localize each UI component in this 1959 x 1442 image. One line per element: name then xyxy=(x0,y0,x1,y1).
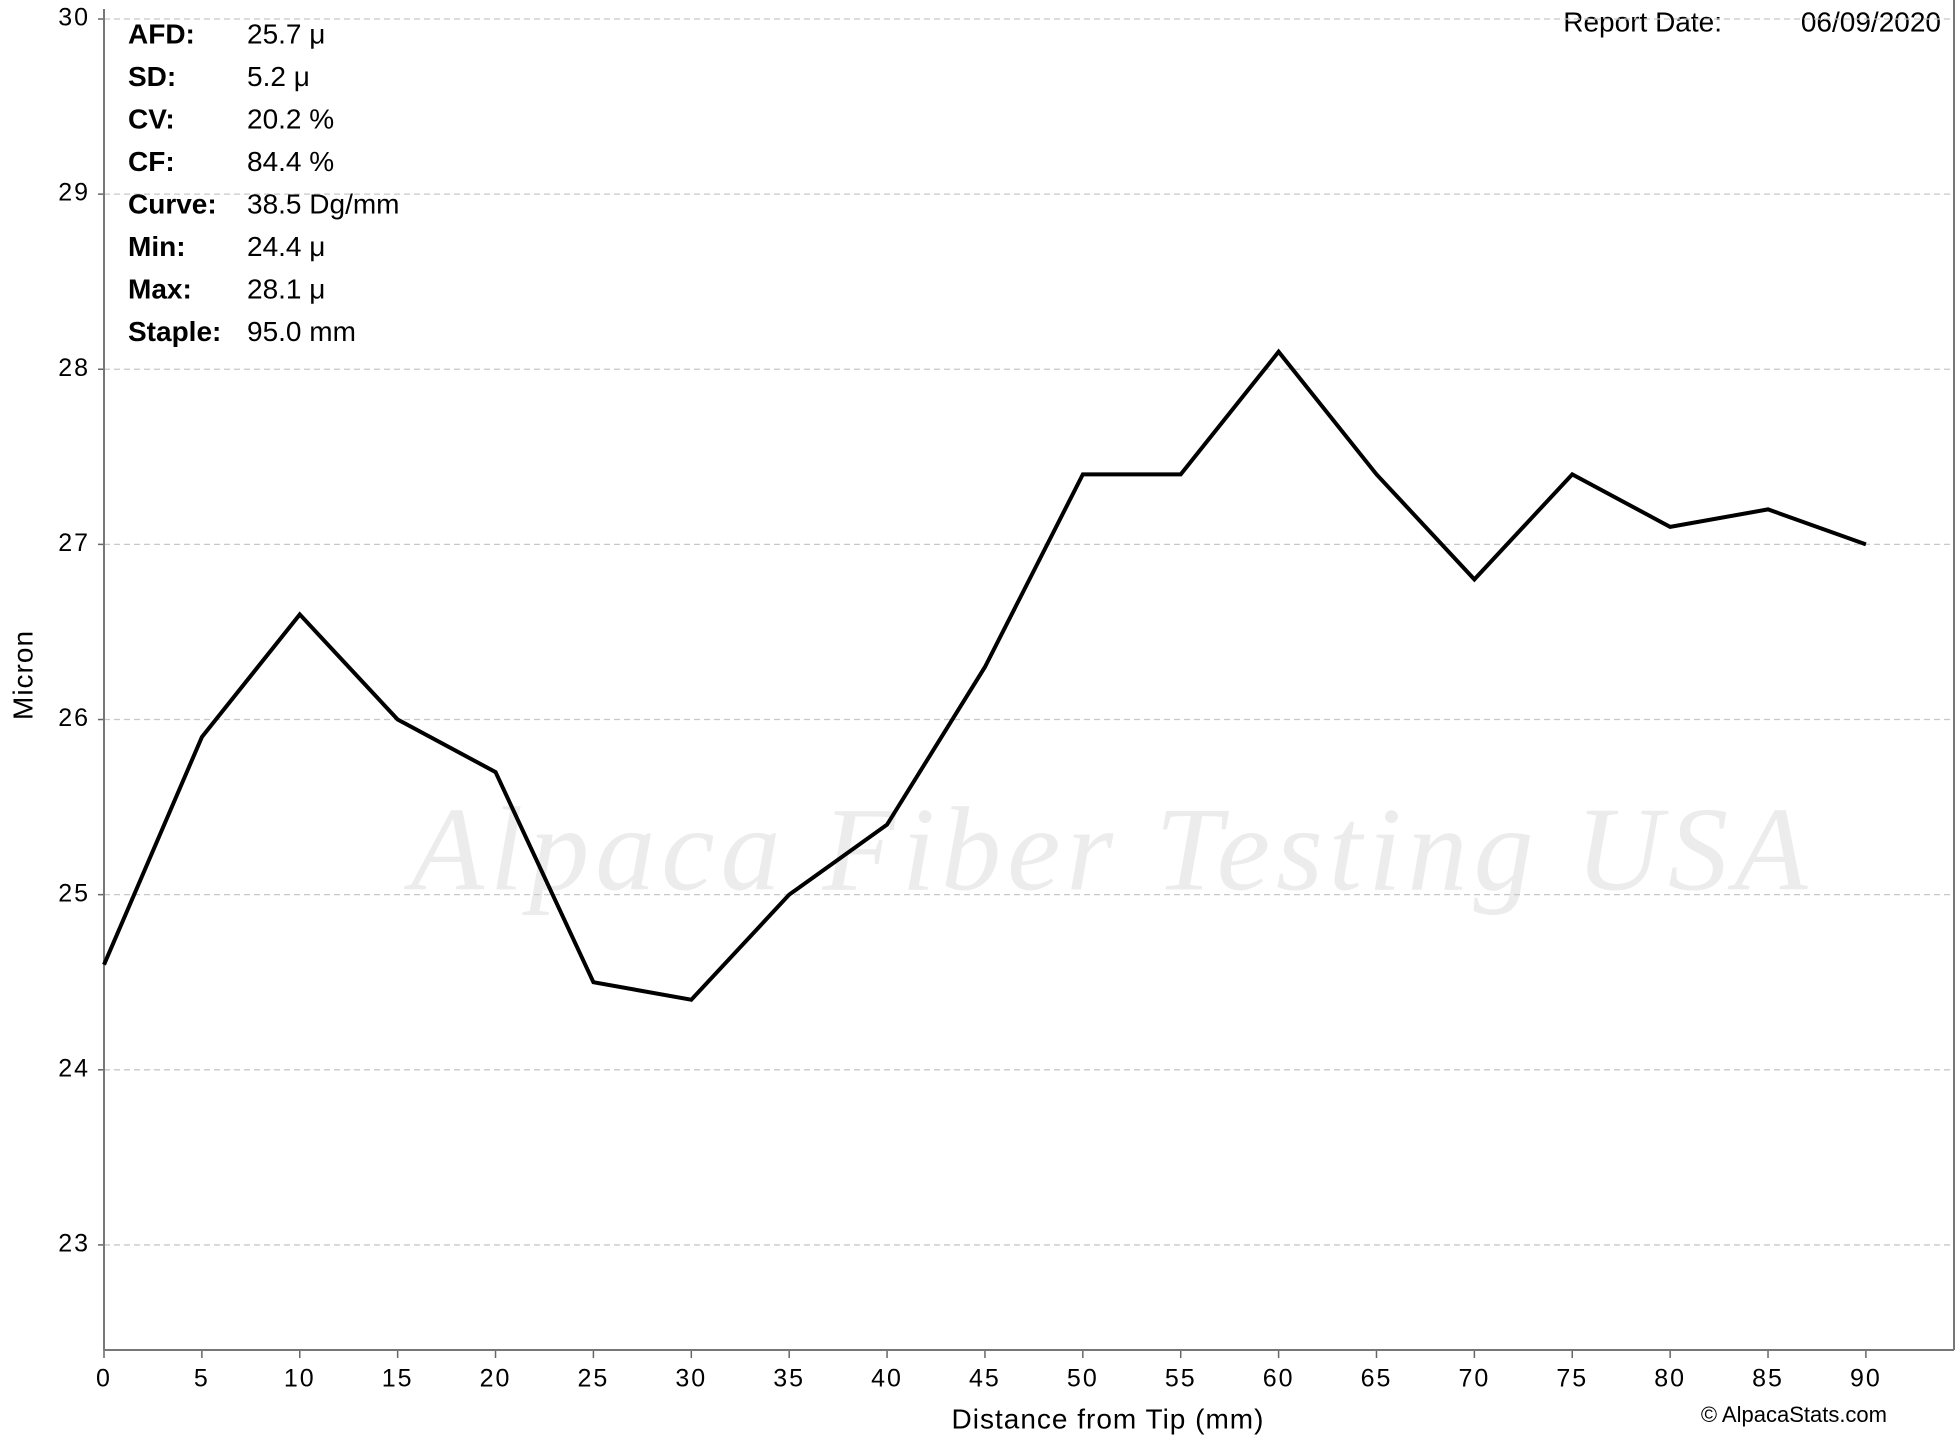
x-tick-label: 65 xyxy=(1361,1365,1393,1393)
stat-label: Max: xyxy=(128,273,192,304)
y-tick-label: 24 xyxy=(58,1054,90,1082)
x-tick-label: 90 xyxy=(1850,1365,1882,1393)
x-tick-label: 35 xyxy=(773,1365,805,1393)
x-axis-label: Distance from Tip (mm) xyxy=(952,1403,1265,1434)
stat-label: Staple: xyxy=(128,316,221,347)
y-tick-label: 25 xyxy=(58,879,90,907)
stat-value: 24.4 μ xyxy=(247,231,325,262)
x-tick-label: 10 xyxy=(284,1365,316,1393)
stat-value: 95.0 mm xyxy=(247,316,356,347)
stat-label: SD: xyxy=(128,61,176,92)
stat-label: Min: xyxy=(128,231,186,262)
x-tick-label: 80 xyxy=(1654,1365,1686,1393)
x-tick-label: 40 xyxy=(871,1365,903,1393)
x-tick-label: 0 xyxy=(96,1365,112,1393)
y-tick-label: 23 xyxy=(58,1230,90,1258)
y-axis-label: Micron xyxy=(7,630,38,720)
y-tick-label: 29 xyxy=(58,179,90,207)
chart: Alpaca Fiber Testing USA Report Date: 06… xyxy=(0,0,1959,1442)
stat-value: 28.1 μ xyxy=(247,273,325,304)
watermark: Alpaca Fiber Testing USA xyxy=(404,783,1814,916)
stat-value: 5.2 μ xyxy=(247,61,310,92)
y-tick-label: 26 xyxy=(58,704,90,732)
stat-value: 38.5 Dg/mm xyxy=(247,188,400,219)
report-date-label: Report Date: xyxy=(1563,6,1722,37)
report-date: 06/09/2020 xyxy=(1801,6,1941,37)
x-tick-label: 60 xyxy=(1263,1365,1295,1393)
copyright: © AlpacaStats.com xyxy=(1701,1402,1887,1427)
x-tick-label: 50 xyxy=(1067,1365,1099,1393)
stat-label: Curve: xyxy=(128,188,217,219)
x-tick-label: 70 xyxy=(1458,1365,1490,1393)
stat-value: 84.4 % xyxy=(247,146,334,177)
x-tick-label: 85 xyxy=(1752,1365,1784,1393)
x-tick-label: 75 xyxy=(1556,1365,1588,1393)
stat-value: 25.7 μ xyxy=(247,18,325,49)
x-tick-label: 15 xyxy=(382,1365,414,1393)
x-tick-label: 30 xyxy=(675,1365,707,1393)
x-tick-label: 45 xyxy=(969,1365,1001,1393)
x-tick-label: 25 xyxy=(578,1365,610,1393)
x-tick-label: 20 xyxy=(480,1365,512,1393)
x-tick-label: 55 xyxy=(1165,1365,1197,1393)
stat-label: CV: xyxy=(128,103,175,134)
y-tick-label: 30 xyxy=(58,4,90,32)
x-tick-label: 5 xyxy=(194,1365,210,1393)
y-tick-label: 27 xyxy=(58,529,90,557)
stat-label: AFD: xyxy=(128,18,195,49)
stat-value: 20.2 % xyxy=(247,103,334,134)
stat-label: CF: xyxy=(128,146,175,177)
y-tick-label: 28 xyxy=(58,354,90,382)
